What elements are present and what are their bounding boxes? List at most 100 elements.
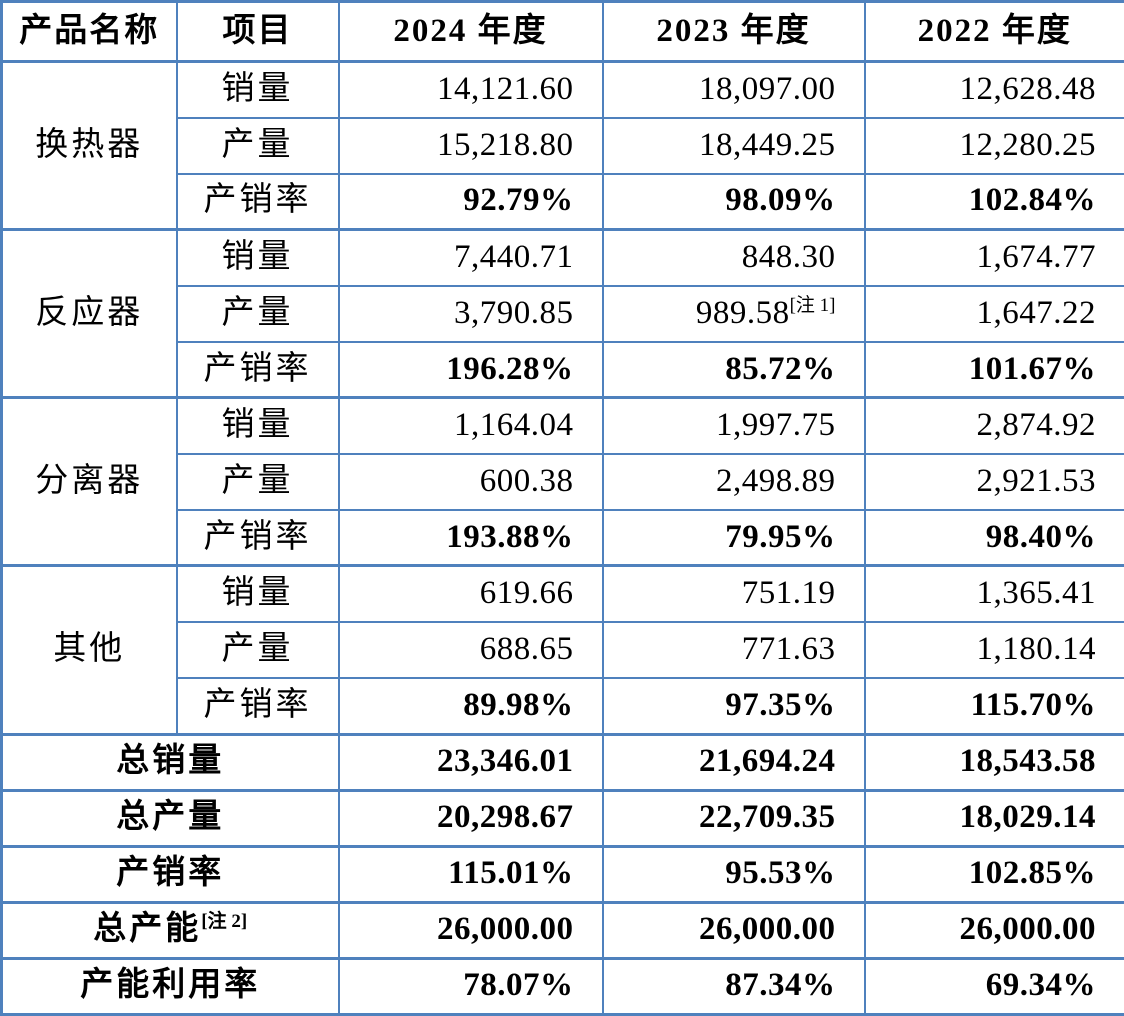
value-cell: 102.85% — [863, 844, 1124, 904]
note-1-superscript: [注 1] — [789, 294, 836, 316]
value-cell: 26,000.00 — [863, 900, 1124, 960]
value-cell: 21,694.24 — [601, 732, 866, 792]
table-row: 分离器 销量 1,164.04 1,997.75 2,874.92 — [0, 396, 1124, 567]
table-row: 产销率 89.98% 97.35% 115.70% — [2, 677, 1124, 736]
header-col-2022: 2022 年度 — [863, 0, 1124, 63]
summary-label-total-capacity: 总产能[注 2] — [0, 900, 340, 960]
value-cell: 97.35% — [601, 677, 866, 736]
value-cell: 115.01% — [337, 844, 604, 904]
value-cell: 22,709.35 — [601, 788, 866, 848]
table-row: 产销率 92.79% 98.09% 102.84% — [2, 172, 1124, 231]
value-cell: 2,498.89 — [601, 452, 866, 511]
table-row: 产量 15,218.80 18,449.25 12,280.25 — [2, 116, 1124, 175]
value-cell: 1,674.77 — [863, 228, 1124, 287]
value-cell: 18,449.25 — [601, 116, 866, 175]
table-row: 产销率 193.88% 79.95% 98.40% — [2, 508, 1124, 567]
note-2-superscript: [注 2] — [201, 911, 248, 933]
item-label-ratio: 产销率 — [175, 677, 340, 736]
table-row: 产能利用率 78.07% 87.34% 69.34% — [0, 956, 1124, 1016]
value-cell: 18,029.14 — [863, 788, 1124, 848]
table-row: 产量 600.38 2,498.89 2,921.53 — [2, 452, 1124, 511]
value-cell: 12,628.48 — [863, 59, 1124, 119]
value-cell: 1,180.14 — [863, 620, 1124, 680]
item-label-production: 产量 — [175, 284, 340, 343]
item-label-sales: 销量 — [175, 564, 340, 623]
table-row: 产销率 115.01% 95.53% 102.85% — [0, 844, 1124, 904]
value-cell: 98.40% — [863, 508, 1124, 567]
value-cell: 26,000.00 — [601, 900, 866, 960]
value-cell: 1,997.75 — [601, 396, 866, 455]
value-cell: 1,365.41 — [863, 564, 1124, 623]
item-label-ratio: 产销率 — [175, 508, 340, 567]
summary-label-total-sales: 总销量 — [0, 732, 340, 792]
value-cell: 1,647.22 — [863, 284, 1124, 343]
value-cell-with-note: 989.58[注 1] — [601, 284, 866, 343]
summary-label-capacity-utilization: 产能利用率 — [0, 956, 340, 1016]
value-cell: 115.70% — [863, 677, 1124, 736]
item-label-production: 产量 — [175, 452, 340, 511]
product-other: 其他 — [0, 564, 178, 736]
value-cell: 15,218.80 — [337, 116, 604, 175]
value-cell: 2,874.92 — [863, 396, 1124, 455]
value-cell: 23,346.01 — [337, 732, 604, 792]
value-cell: 12,280.25 — [863, 116, 1124, 175]
value-cell: 600.38 — [337, 452, 604, 511]
value-text: 989.58 — [695, 294, 790, 331]
value-cell: 69.34% — [863, 956, 1124, 1016]
product-separator: 分离器 — [0, 396, 178, 567]
value-cell: 14,121.60 — [337, 59, 604, 119]
header-col-product: 产品名称 — [0, 0, 178, 63]
value-cell: 78.07% — [337, 956, 604, 1016]
value-cell: 18,543.58 — [863, 732, 1124, 792]
item-label-sales: 销量 — [175, 228, 340, 287]
table-row: 产量 3,790.85 989.58[注 1] 1,647.22 — [2, 284, 1124, 343]
value-cell: 85.72% — [601, 340, 866, 399]
value-cell: 79.95% — [601, 508, 866, 567]
value-cell: 2,921.53 — [863, 452, 1124, 511]
value-cell: 26,000.00 — [337, 900, 604, 960]
value-cell: 7,440.71 — [337, 228, 604, 287]
item-label-production: 产量 — [175, 116, 340, 175]
value-cell: 1,164.04 — [337, 396, 604, 455]
value-cell: 20,298.67 — [337, 788, 604, 848]
table-row: 产销率 196.28% 85.72% 101.67% — [2, 340, 1124, 399]
value-cell: 18,097.00 — [601, 59, 866, 119]
value-cell: 196.28% — [337, 340, 604, 399]
value-cell: 98.09% — [601, 172, 866, 231]
value-cell: 688.65 — [337, 620, 604, 680]
value-cell: 87.34% — [601, 956, 866, 1016]
header-col-2023: 2023 年度 — [601, 0, 866, 63]
table-header-row: 产品名称 项目 2024 年度 2023 年度 2022 年度 — [0, 0, 1124, 63]
value-cell: 771.63 — [601, 620, 866, 680]
value-cell: 95.53% — [601, 844, 866, 904]
value-cell: 3,790.85 — [337, 284, 604, 343]
summary-label-overall-ratio: 产销率 — [0, 844, 340, 904]
table-row: 总销量 23,346.01 21,694.24 18,543.58 — [0, 732, 1124, 792]
item-label-sales: 销量 — [175, 59, 340, 119]
table-row: 总产能[注 2] 26,000.00 26,000.00 26,000.00 — [0, 900, 1124, 960]
value-cell: 89.98% — [337, 677, 604, 736]
table-row: 反应器 销量 7,440.71 848.30 1,674.77 — [0, 228, 1124, 399]
table-row: 产量 688.65 771.63 1,180.14 — [2, 620, 1124, 680]
summary-label-text: 总产能 — [93, 911, 202, 948]
value-cell: 102.84% — [863, 172, 1124, 231]
summary-label-total-production: 总产量 — [0, 788, 340, 848]
value-cell: 101.67% — [863, 340, 1124, 399]
item-label-sales: 销量 — [175, 396, 340, 455]
table-row: 换热器 销量 14,121.60 18,097.00 12,628.48 — [0, 59, 1124, 231]
product-reactor: 反应器 — [0, 228, 178, 399]
table-row: 其他 销量 619.66 751.19 1,365.41 — [0, 564, 1124, 736]
item-label-production: 产量 — [175, 620, 340, 680]
value-cell: 193.88% — [337, 508, 604, 567]
item-label-ratio: 产销率 — [175, 340, 340, 399]
value-cell: 92.79% — [337, 172, 604, 231]
value-cell: 751.19 — [601, 564, 866, 623]
table-row: 总产量 20,298.67 22,709.35 18,029.14 — [0, 788, 1124, 848]
value-cell: 848.30 — [601, 228, 866, 287]
product-heat-exchanger: 换热器 — [0, 59, 178, 231]
header-col-2024: 2024 年度 — [337, 0, 604, 63]
header-col-item: 项目 — [175, 0, 340, 63]
item-label-ratio: 产销率 — [175, 172, 340, 231]
value-cell: 619.66 — [337, 564, 604, 623]
